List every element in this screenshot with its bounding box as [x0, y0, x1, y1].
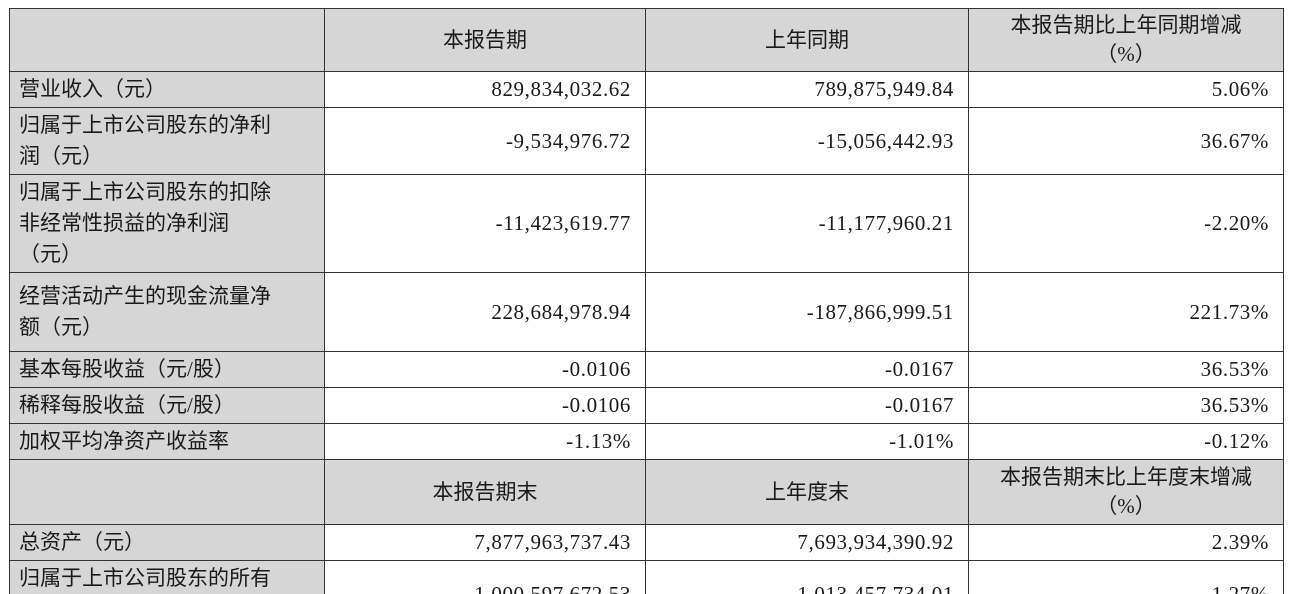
total-assets-current: 7,877,963,737.43	[324, 524, 646, 561]
net-profit-change: 36.67%	[968, 107, 1284, 175]
table-row-weighted-avg-roe: 加权平均净资产收益率 -1.13% -1.01% -0.12%	[9, 423, 1284, 460]
operating-cash-flow-prior: -187,866,999.51	[645, 272, 969, 352]
weighted-avg-roe-change: -0.12%	[968, 423, 1284, 460]
period-header-prior: 上年同期	[645, 8, 969, 72]
operating-revenue-prior: 789,875,949.84	[645, 71, 969, 108]
total-assets-change: 2.39%	[968, 524, 1284, 561]
table-row-period-header: 本报告期 上年同期 本报告期比上年同期增减 （%）	[9, 8, 1284, 72]
net-profit-excl-nonrecurring-prior: -11,177,960.21	[645, 174, 969, 273]
net-profit-label: 归属于上市公司股东的净利 润（元）	[9, 107, 325, 175]
table-row-net-profit: 归属于上市公司股东的净利 润（元） -9,534,976.72 -15,056,…	[9, 107, 1284, 175]
net-profit-excl-nonrecurring-change: -2.20%	[968, 174, 1284, 273]
table-row-shareholders-equity: 归属于上市公司股东的所有 者权益（元） 1,000,597,672.53 1,0…	[9, 560, 1284, 594]
basic-eps-current: -0.0106	[324, 351, 646, 388]
basic-eps-prior: -0.0167	[645, 351, 969, 388]
total-assets-label: 总资产（元）	[9, 524, 325, 561]
table-row-period-end-header: 本报告期末 上年度末 本报告期末比上年度末增减 （%）	[9, 459, 1284, 525]
period-header-stub-cell	[9, 8, 325, 72]
table-row-operating-cash-flow: 经营活动产生的现金流量净 额（元） 228,684,978.94 -187,86…	[9, 272, 1284, 352]
operating-revenue-current: 829,834,032.62	[324, 71, 646, 108]
diluted-eps-change: 36.53%	[968, 387, 1284, 424]
table-row-operating-revenue: 营业收入（元） 829,834,032.62 789,875,949.84 5.…	[9, 71, 1284, 108]
table-row-diluted-eps: 稀释每股收益（元/股） -0.0106 -0.0167 36.53%	[9, 387, 1284, 424]
basic-eps-change: 36.53%	[968, 351, 1284, 388]
net-profit-excl-nonrecurring-current: -11,423,619.77	[324, 174, 646, 273]
operating-cash-flow-current: 228,684,978.94	[324, 272, 646, 352]
operating-revenue-label: 营业收入（元）	[9, 71, 325, 108]
diluted-eps-label: 稀释每股收益（元/股）	[9, 387, 325, 424]
weighted-avg-roe-current: -1.13%	[324, 423, 646, 460]
table-row-net-profit-excl-nonrecurring: 归属于上市公司股东的扣除 非经常性损益的净利润 （元） -11,423,619.…	[9, 174, 1284, 273]
total-assets-prior: 7,693,934,390.92	[645, 524, 969, 561]
net-profit-current: -9,534,976.72	[324, 107, 646, 175]
operating-cash-flow-change: 221.73%	[968, 272, 1284, 352]
net-profit-prior: -15,056,442.93	[645, 107, 969, 175]
table-row-basic-eps: 基本每股收益（元/股） -0.0106 -0.0167 36.53%	[9, 351, 1284, 388]
period-end-header-current: 本报告期末	[324, 459, 646, 525]
period-end-header-stub-cell	[9, 459, 325, 525]
diluted-eps-prior: -0.0167	[645, 387, 969, 424]
shareholders-equity-label: 归属于上市公司股东的所有 者权益（元）	[9, 560, 325, 594]
shareholders-equity-current: 1,000,597,672.53	[324, 560, 646, 594]
period-end-header-change: 本报告期末比上年度末增减 （%）	[968, 459, 1284, 525]
net-profit-excl-nonrecurring-label: 归属于上市公司股东的扣除 非经常性损益的净利润 （元）	[9, 174, 325, 273]
weighted-avg-roe-prior: -1.01%	[645, 423, 969, 460]
shareholders-equity-prior: 1,013,457,734.01	[645, 560, 969, 594]
table-row-total-assets: 总资产（元） 7,877,963,737.43 7,693,934,390.92…	[9, 524, 1284, 561]
shareholders-equity-change: -1.27%	[968, 560, 1284, 594]
operating-revenue-change: 5.06%	[968, 71, 1284, 108]
weighted-avg-roe-label: 加权平均净资产收益率	[9, 423, 325, 460]
period-header-change: 本报告期比上年同期增减 （%）	[968, 8, 1284, 72]
diluted-eps-current: -0.0106	[324, 387, 646, 424]
period-end-header-prior: 上年度末	[645, 459, 969, 525]
period-header-current: 本报告期	[324, 8, 646, 72]
basic-eps-label: 基本每股收益（元/股）	[9, 351, 325, 388]
financial-summary-table: 本报告期 上年同期 本报告期比上年同期增减 （%） 营业收入（元） 829,83…	[9, 8, 1284, 594]
operating-cash-flow-label: 经营活动产生的现金流量净 额（元）	[9, 272, 325, 352]
